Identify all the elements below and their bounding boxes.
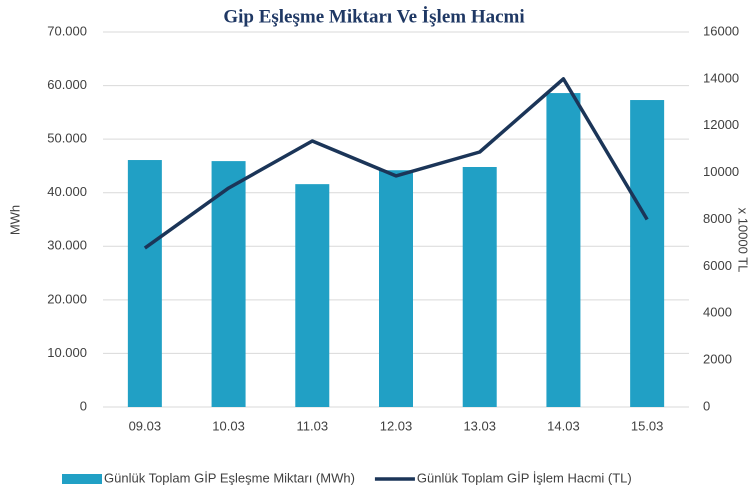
y-axis-label: MWh (7, 205, 22, 235)
y-tick-label: 20.000 (47, 291, 87, 306)
y2-tick-label: 8000 (703, 211, 732, 226)
x-tick-label: 11.03 (296, 418, 328, 433)
y2-tick-label: 0 (703, 398, 710, 413)
x-tick-label: 15.03 (631, 418, 664, 433)
line (143, 77, 649, 250)
x-tick-label: 12.03 (380, 418, 413, 433)
x-tick-label: 14.03 (547, 418, 580, 433)
bar (211, 161, 246, 407)
y2-tick-label: 16000 (703, 23, 739, 38)
bar (127, 160, 162, 407)
legend-swatch (62, 474, 102, 484)
y-tick-label: 30.000 (47, 238, 87, 253)
y2-axis-label: x 10000 TL (736, 208, 748, 273)
x-tick-label: 10.03 (212, 418, 245, 433)
legend-label: Günlük Toplam GİP Eşleşme Miktarı (MWh) (104, 470, 355, 485)
y-tick-label: 10.000 (47, 345, 87, 360)
y2-tick-label: 10000 (703, 164, 739, 179)
x-tick-label: 13.03 (463, 418, 496, 433)
y2-tick-label: 6000 (703, 258, 732, 273)
bar (379, 170, 413, 407)
y-tick-label: 0 (80, 398, 87, 413)
y2-tick-label: 12000 (703, 117, 739, 132)
x-tick-label: 09.03 (129, 418, 162, 433)
legend-label: Günlük Toplam GİP İşlem Hacmi (TL) (417, 470, 632, 485)
y2-tick-label: 14000 (703, 70, 739, 85)
bar (546, 93, 581, 408)
bar (630, 100, 665, 408)
y-tick-label: 40.000 (47, 184, 87, 199)
y-tick-label: 60.000 (47, 77, 87, 92)
chart-title: Gip Eşleşme Miktarı Ve İşlem Hacmi (223, 6, 524, 27)
bar (462, 167, 497, 407)
bar (295, 184, 330, 407)
y-tick-label: 50.000 (47, 131, 87, 146)
y-tick-label: 70.000 (47, 23, 87, 38)
y2-tick-label: 4000 (703, 305, 732, 320)
y2-tick-label: 2000 (703, 352, 732, 367)
